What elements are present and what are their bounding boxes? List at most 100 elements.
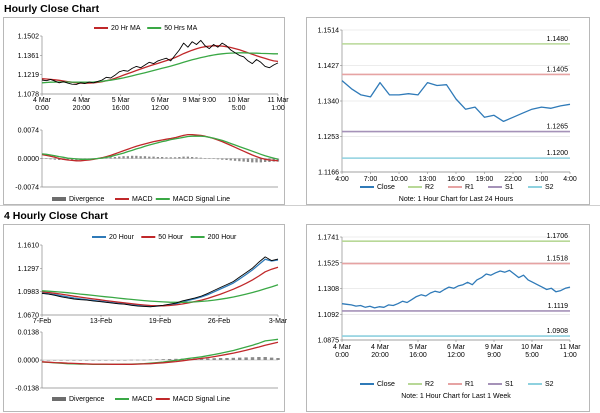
four-hourly-price-x-tick-line: 13-Feb <box>90 318 112 325</box>
four-hourly-pivots-level-label-r2: 1.1706 <box>547 233 569 240</box>
four-hourly-macd-divergence-bar <box>40 360 44 361</box>
four-hourly-macd-divergence-bar <box>218 358 223 360</box>
four-hourly-macd-divergence-bar <box>276 358 280 360</box>
hourly-price-y-tick: 1.1219 <box>18 72 40 79</box>
four-hourly-pivots-x-tick-line: 4 Mar <box>371 344 390 351</box>
four-hourly-price-50-hour-line <box>41 266 279 307</box>
hourly-macd-divergence-bar <box>58 158 61 160</box>
four-hourly-macd-divergence-bar <box>142 359 146 361</box>
hourly-price-x-tick: 4 Mar 0:00 <box>33 97 52 112</box>
four-hourly-macd-divergence-bar <box>97 360 102 361</box>
hourly-macd-divergence-bar <box>126 156 129 159</box>
four-hourly-pivots-x-tick: 5 Mar 16:00 <box>409 344 428 359</box>
four-hourly-pivots-x-tick-line: 5 Mar <box>409 344 428 351</box>
four-hourly-macd-divergence-bar <box>257 357 261 360</box>
hourly-pivots-legend-3-label: S1 <box>505 184 514 191</box>
four-hourly-pivots-legend-1-label: R2 <box>425 381 434 388</box>
hourly-macd-divergence-bar <box>203 158 207 159</box>
four-hourly-price-close-line <box>41 256 279 308</box>
four-hourly-price-x-tick: 26-Feb <box>208 318 230 325</box>
four-hourly-pivots-close-line <box>341 269 571 309</box>
four-hourly-pivots-x-tick: 6 Mar 12:00 <box>447 344 466 359</box>
four-hourly-macd-divergence-bar <box>72 360 76 361</box>
four-hourly-price-legend-0-label: 20 Hour <box>109 234 135 241</box>
four-hourly-pivots-legend-0-label: Close <box>377 381 395 388</box>
four-hourly-macd-divergence-bar <box>110 360 114 361</box>
hourly-section-title: Hourly Close Chart <box>4 3 100 15</box>
four-hourly-pivots-x-tick: 4 Mar 0:00 <box>333 344 352 359</box>
hourly-macd-divergence-bar <box>109 157 112 159</box>
hourly-macd-divergence-bar <box>173 157 177 159</box>
hourly-macd-divergence-bar <box>40 158 44 159</box>
four-hourly-pivots-x-tick: 10 Mar 5:00 <box>521 344 543 359</box>
four-hourly-pivots-x-tick-line: 9 Mar <box>485 344 504 351</box>
four-hourly-pivots-y-tick: 1.1092 <box>318 312 340 319</box>
hourly-macd-divergence-bar <box>216 158 220 160</box>
four-hourly-pivots-x-tick-line: 20:00 <box>371 352 389 359</box>
hourly-macd-divergence-bar <box>182 156 185 159</box>
four-hourly-macd-divergence-bar <box>161 359 165 360</box>
four-hourly-pivots-y-tick: 1.1308 <box>318 286 340 293</box>
four-hourly-price-x-tick: 19-Feb <box>149 318 171 325</box>
hourly-pivots-level-label-r1: 1.1405 <box>547 66 569 73</box>
four-hourly-price-x-tick: 7-Feb <box>33 318 51 325</box>
four-hourly-macd-divergence-bar <box>65 360 70 361</box>
hourly-price-legend-0-label: 20 Hr MA <box>111 25 141 32</box>
hourly-macd-divergence-bar <box>139 156 142 159</box>
hourly-macd-divergence-bar <box>208 158 211 159</box>
hourly-price-x-tick-line: 5 Mar <box>112 97 131 104</box>
four-hourly-macd-divergence-bar <box>199 358 204 360</box>
four-hourly-pivots-x-tick-line: 5:00 <box>525 352 539 359</box>
four-hourly-price-y-tick: 1.1610 <box>18 243 40 250</box>
hourly-macd-divergence-bar <box>264 158 267 162</box>
hourly-macd-divergence-bar <box>148 156 151 159</box>
four-hourly-pivots-x-tick-line: 1:00 <box>563 352 577 359</box>
four-hourly-price-y-tick: 1.1297 <box>18 266 40 273</box>
hourly-macd-divergence-bar <box>131 155 134 159</box>
four-hourly-pivots-level-label-s1: 1.1119 <box>548 303 568 310</box>
four-hourly-pivots-level-label-s2: 1.0908 <box>547 328 569 335</box>
four-hourly-macd-legend-2-label: MACD Signal Line <box>173 396 230 403</box>
hourly-pivots-x-tick: 13:00 <box>419 176 437 183</box>
four-hourly-price-200-hour-line <box>41 284 279 303</box>
four-hourly-macd-divergence-bar <box>46 360 51 361</box>
hourly-pivots-x-tick-line: 7:00 <box>364 176 378 183</box>
hourly-pivots-note: Note: 1 Hour Chart for Last 24 Hours <box>399 196 514 203</box>
four-hourly-pivots-x-tick-line: 10 Mar <box>521 344 543 351</box>
four-hourly-price-x-tick-line: 19-Feb <box>149 318 171 325</box>
hourly-macd-divergence-bar <box>135 155 138 159</box>
hourly-pivots-level-label-s2: 1.1200 <box>547 150 569 157</box>
hourly-macd-divergence-bar <box>238 158 241 162</box>
hourly-pivots-x-tick-line: 10:00 <box>390 176 408 183</box>
hourly-pivots-level-label-r2: 1.1480 <box>547 36 569 43</box>
hourly-macd-divergence-bar <box>113 157 117 159</box>
hourly-pivots-x-tick-line: 4:00 <box>563 176 577 183</box>
four-hourly-price-x-tick-line: 7-Feb <box>33 318 51 325</box>
four-hourly-pivots-level-label-r1: 1.1518 <box>547 256 569 263</box>
hourly-price-x-tick-line: 6 Mar <box>151 97 170 104</box>
hourly-price-frame <box>3 17 285 205</box>
four-hourly-macd-y-tick: 0.0000 <box>18 358 40 365</box>
four-hourly-macd-divergence-bar <box>91 360 95 361</box>
hourly-price-x-tick-line: 20:00 <box>73 105 91 112</box>
four-hourly-pivots-x-tick-line: 11 Mar <box>559 344 581 351</box>
hourly-macd-divergence-bar <box>70 158 74 161</box>
hourly-price-y-tick: 1.1361 <box>18 53 40 60</box>
hourly-macd-divergence-bar <box>225 158 228 160</box>
hourly-pivots-legend-0-label: Close <box>377 184 395 191</box>
hourly-macd-y-tick: 0.0000 <box>18 156 40 163</box>
four-hourly-macd-y-tick: -0.0138 <box>15 386 39 393</box>
hourly-macd-macd-signal-line-line <box>41 135 279 160</box>
four-hourly-macd-divergence-bar <box>206 358 210 360</box>
hourly-pivots-y-tick: 1.1166 <box>318 170 339 177</box>
hourly-pivots-x-tick-line: 19:00 <box>476 176 494 183</box>
hourly-macd-divergence-bar <box>186 156 189 159</box>
four-hourly-macd-divergence-bar <box>123 360 127 361</box>
hourly-macd-divergence-bar <box>242 158 245 162</box>
hourly-pivots-x-tick: 4:00 <box>335 176 349 183</box>
hourly-pivots-x-tick: 4:00 <box>563 176 577 183</box>
hourly-price-50-hrs-ma-line <box>41 52 278 84</box>
hourly-macd-y-tick: -0.0074 <box>15 185 39 192</box>
hourly-pivots-legend-4-label: S2 <box>545 184 554 191</box>
four-hourly-macd-divergence-bar <box>244 357 248 360</box>
